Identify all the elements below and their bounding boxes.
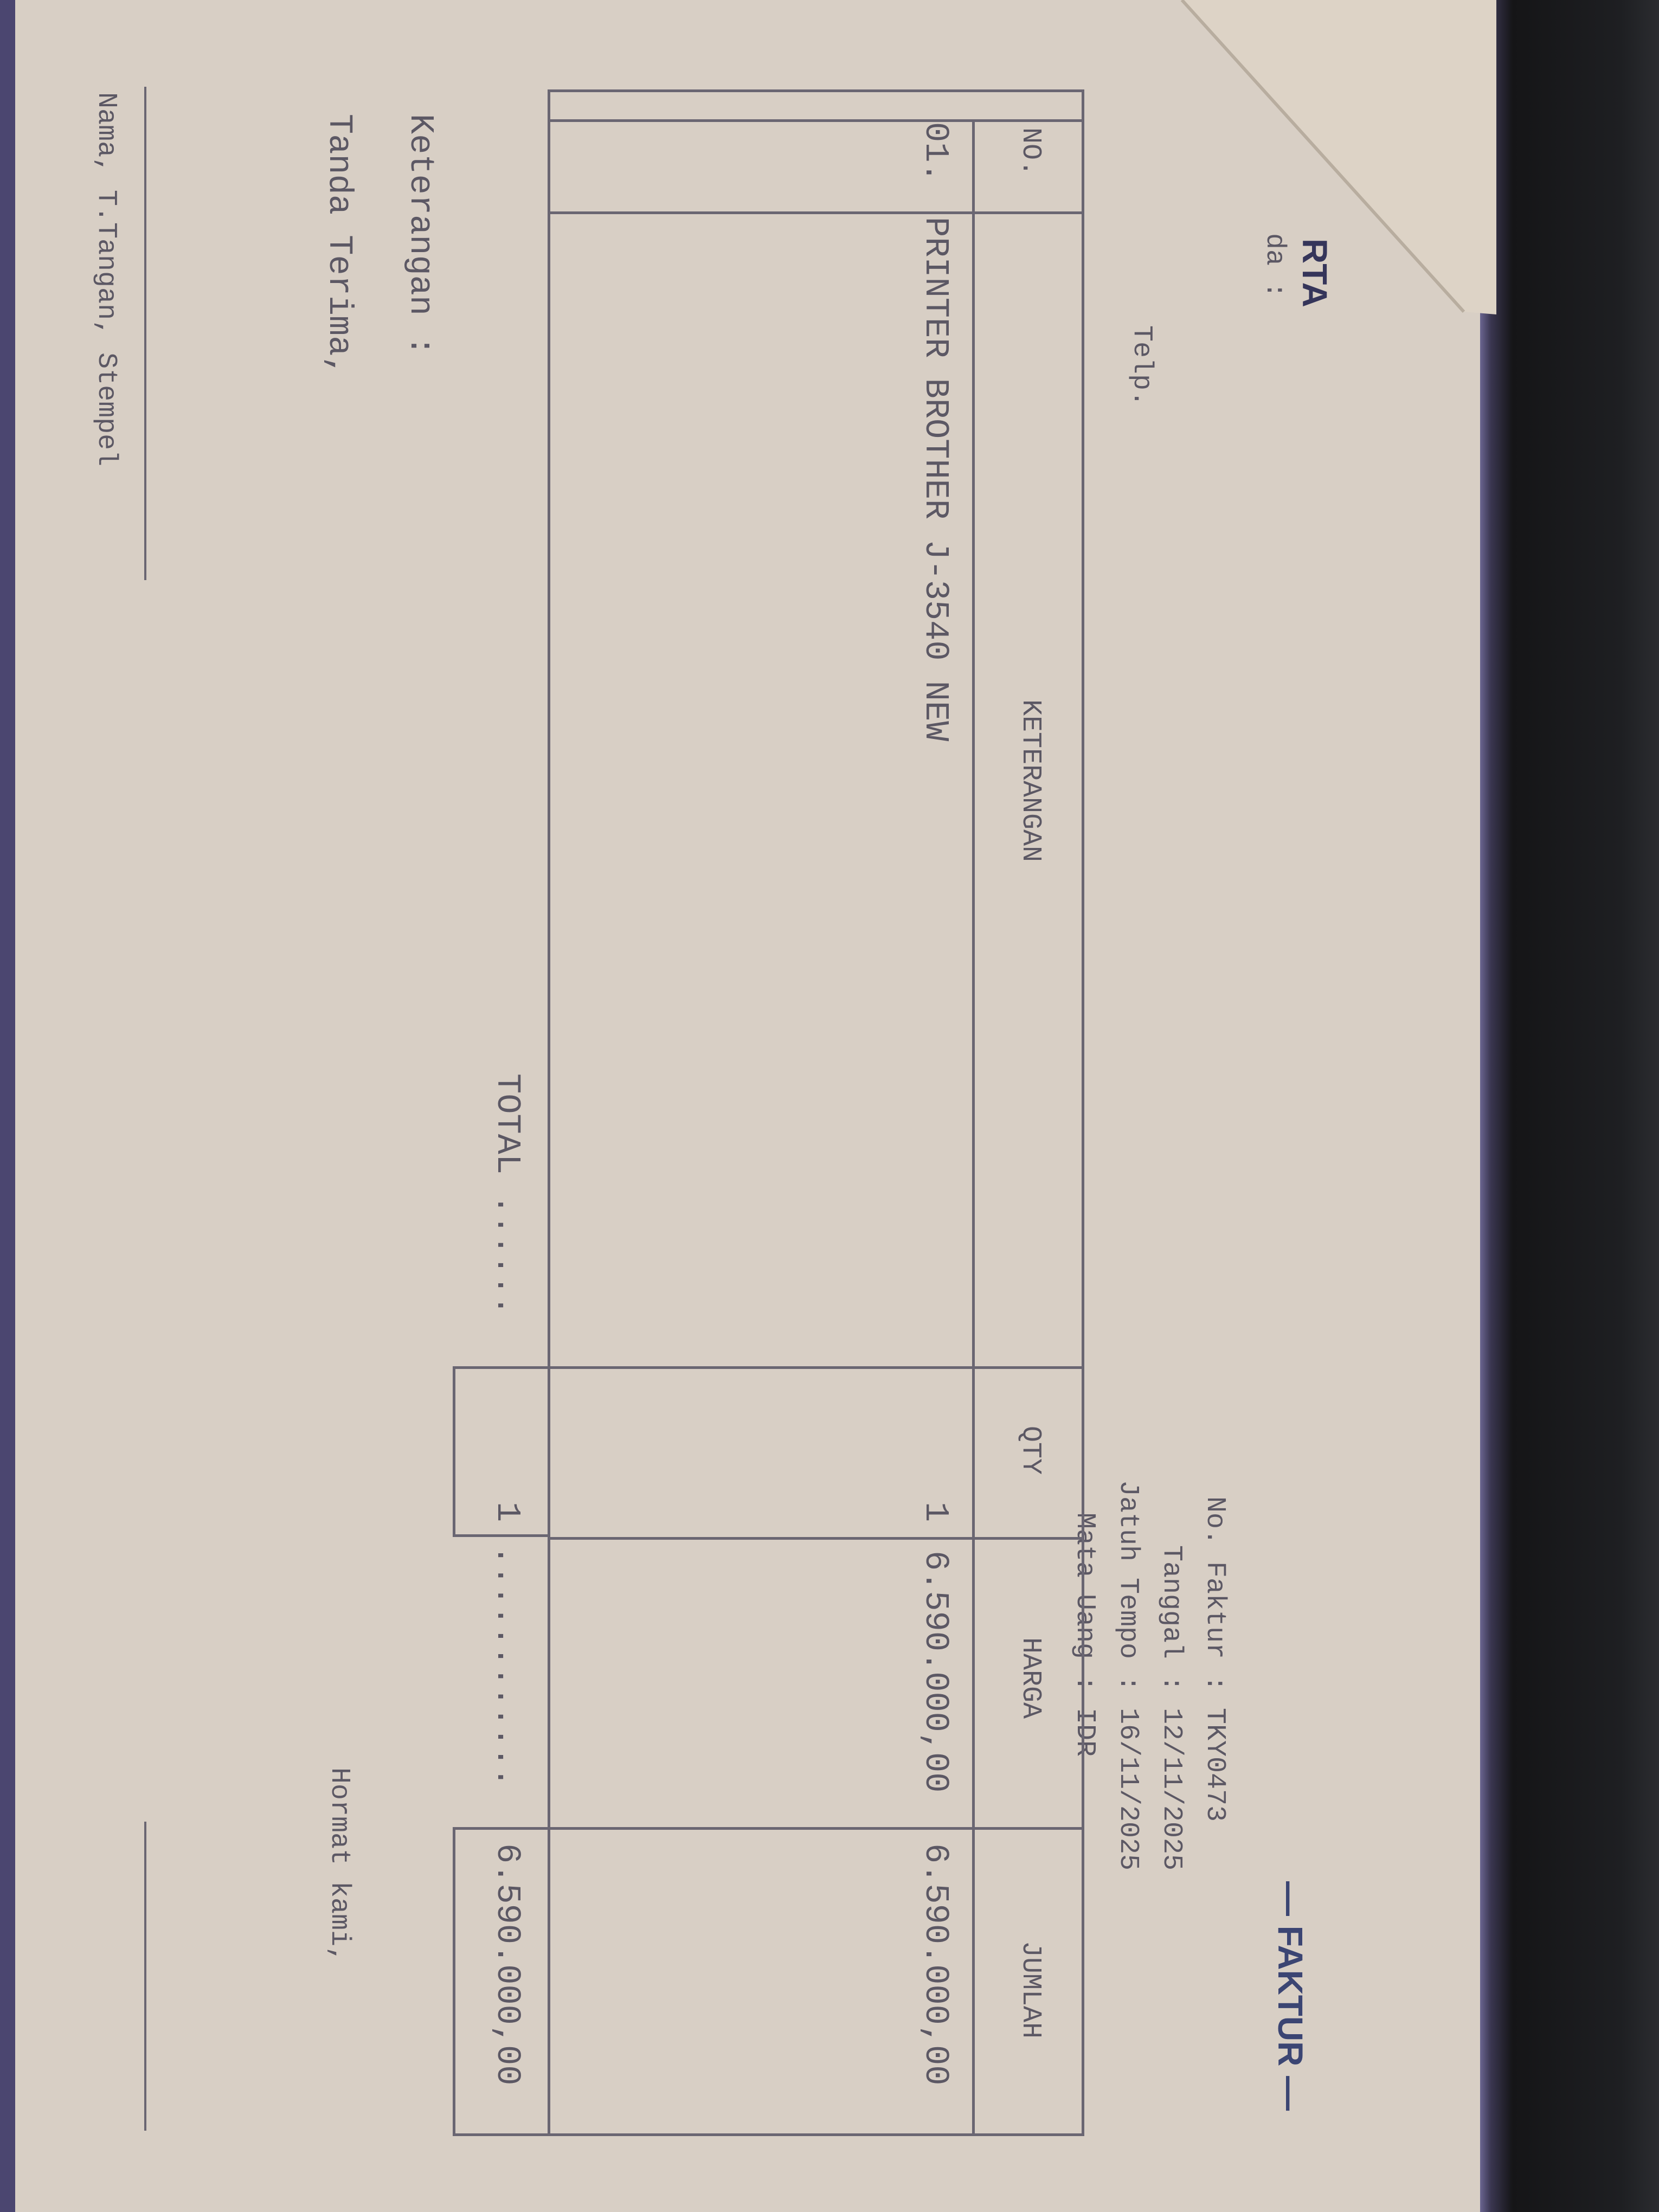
header-divider xyxy=(972,119,975,2136)
info-value: TKY0473 xyxy=(1199,1708,1230,1822)
info-value: 12/11/2025 xyxy=(1156,1708,1187,1871)
info-label: Tanggal xyxy=(1156,1545,1187,1659)
row-harga: 6.590.000,00 xyxy=(916,1551,955,1793)
row-jumlah: 6.590.000,00 xyxy=(916,1843,955,2086)
folded-paper-corner xyxy=(1180,0,1496,314)
background-surface xyxy=(1480,0,1659,2212)
paper-corner-shape xyxy=(1182,0,1496,314)
col-divider xyxy=(548,1366,1084,1369)
info-row-no-faktur: No. Faktur : TKY0473 xyxy=(1198,1355,1231,1822)
paper-corner-edge xyxy=(1180,0,1465,313)
col-divider xyxy=(548,1537,1084,1540)
col-header-qty: QTY xyxy=(1015,1426,1046,1475)
row-qty: 1 xyxy=(916,1502,955,1522)
info-label: No. Faktur xyxy=(1199,1496,1230,1659)
col-header-jumlah: JUMLAH xyxy=(1015,1941,1046,2039)
total-qty: 1 xyxy=(488,1502,526,1522)
total-dots: ............ xyxy=(488,1545,526,1787)
col-divider xyxy=(548,1827,1084,1830)
info-label: Jatuh Tempo xyxy=(1113,1480,1143,1659)
info-row-tanggal: Tanggal : 12/11/2025 xyxy=(1155,1355,1187,1870)
col-header-harga: HARGA xyxy=(1015,1637,1046,1719)
total-amount: 6.590.000,00 xyxy=(488,1843,526,2086)
signature-line-sender xyxy=(144,1822,146,2131)
hormat-kami-label: Hormat kami, xyxy=(324,1767,355,1963)
table-border xyxy=(548,119,1084,2136)
background-edge-left xyxy=(0,0,15,2212)
info-row-jatuh-tempo: Jatuh Tempo : 16/11/2025 xyxy=(1111,1355,1144,1870)
total-label: TOTAL ...... xyxy=(488,1073,526,1316)
col-header-keterangan: KETERANGAN xyxy=(1015,699,1046,863)
info-value: 16/11/2025 xyxy=(1113,1708,1143,1871)
invoice-title: — FAKTUR — xyxy=(1271,1881,1310,2111)
